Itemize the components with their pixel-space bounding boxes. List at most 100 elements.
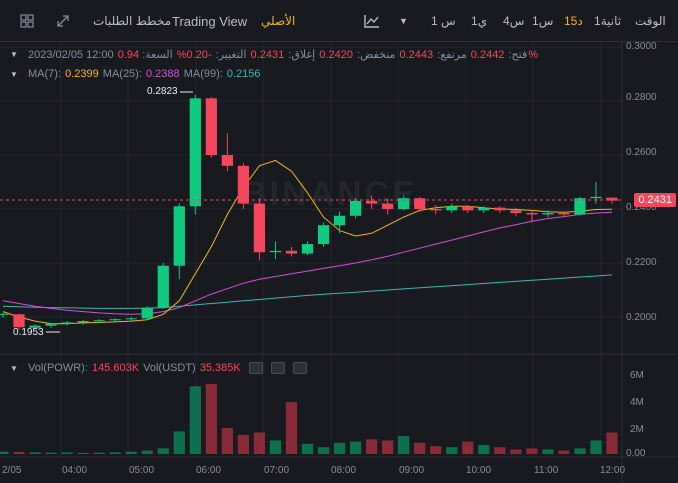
ohlc-legend: 2023/02/05 12:00 فتح: 0.2442 مرتفع: 0.24… — [28, 48, 539, 61]
volume-bar — [301, 443, 314, 454]
ma-legend: MA(7): 0.2399 MA(25): 0.2388 MA(99): 0.2… — [28, 68, 262, 80]
volume-settings-button[interactable] — [270, 362, 285, 375]
interval-1d[interactable]: 1ي — [471, 14, 488, 28]
candle-up — [109, 319, 121, 321]
time-tick: 08:00 — [331, 465, 357, 476]
candle-down — [221, 155, 233, 166]
volume-bar — [414, 442, 426, 454]
volume-bar — [478, 444, 490, 454]
interval-4h[interactable]: 4س — [503, 14, 525, 28]
candle-up — [173, 206, 185, 266]
chart-type-dropdown-icon[interactable]: ▼ — [399, 16, 408, 26]
legend-high: 0.2443 — [399, 49, 434, 61]
ma7-value: 0.2399 — [65, 68, 99, 80]
volume-bar — [382, 440, 394, 454]
volume-bar — [526, 448, 538, 454]
candle-down — [430, 209, 442, 211]
candle-down — [237, 165, 250, 204]
time-tick: 05:00 — [129, 465, 155, 476]
volume-bar — [13, 451, 25, 454]
ma99-line — [2, 274, 613, 309]
interval-15m[interactable]: 15د — [564, 14, 583, 28]
ma7-label: MA(7): — [28, 68, 61, 80]
interval-1h[interactable]: 1س — [532, 14, 554, 28]
interval-1-s[interactable]: 1 س — [431, 14, 456, 28]
volume-bar — [93, 452, 105, 454]
legend-open-label: فتح: — [508, 49, 528, 61]
volume-bar — [237, 434, 250, 454]
volume-bar — [125, 451, 137, 454]
price-tick: 0.2000 — [626, 312, 657, 323]
original-tab[interactable]: الأصلي — [261, 14, 296, 28]
legend-close-label: إغلاق: — [288, 49, 316, 61]
volume-bar — [173, 431, 185, 454]
time-label[interactable]: الوقت — [635, 14, 666, 28]
candle-down — [13, 314, 25, 328]
interval-1s[interactable]: 1ثانية — [594, 14, 622, 28]
ma-legend-collapse-icon[interactable]: ▼ — [10, 70, 18, 79]
volume-legend-collapse-icon[interactable]: ▼ — [10, 364, 18, 373]
volume-bar — [510, 449, 522, 454]
fullscreen-icon[interactable] — [56, 0, 70, 42]
volume-close-button[interactable] — [292, 362, 307, 375]
time-tick: 11:00 — [534, 465, 559, 476]
price-tick: 0.2400 — [626, 202, 657, 213]
candle-up — [349, 200, 362, 216]
legend-open: 0.2442 — [470, 49, 505, 61]
volume-visibility-button[interactable] — [248, 362, 263, 375]
candle-up — [93, 320, 105, 322]
vol-usdt-label: Vol(USDT) — [143, 362, 196, 374]
time-tick: 07:00 — [264, 465, 290, 476]
ma99-label: MA(99): — [183, 68, 223, 80]
candle-down — [606, 197, 618, 201]
volume-bar — [77, 452, 89, 454]
volume-bar — [189, 386, 201, 454]
legend-amplitude-label: السعة: — [142, 49, 173, 61]
volume-bar — [0, 451, 9, 454]
candle-up — [398, 198, 410, 209]
volume-bar — [462, 441, 474, 454]
candlestick-chart[interactable]: BINANCE — [0, 42, 678, 483]
candle-up — [29, 325, 41, 328]
time-tick: 10:00 — [466, 465, 492, 476]
tradingview-tab[interactable]: Trading View — [172, 13, 248, 29]
volume-bar — [430, 446, 442, 454]
chart-toolbar: مخطط الطلبات Trading View الأصلي ▼ 1 س 1… — [0, 0, 678, 42]
candle-up — [0, 313, 9, 315]
vol-powr-value: 145.603K — [91, 362, 140, 374]
legend-change-label: التغيير: — [215, 49, 247, 61]
chart-type-icon[interactable] — [364, 0, 380, 42]
low-price-label: 0.1953 — [13, 327, 44, 338]
ma99-value: 0.2156 — [226, 68, 261, 80]
candle-down — [253, 203, 266, 253]
legend-change: -0.20% — [176, 49, 212, 61]
price-tick: 0.2600 — [626, 147, 657, 158]
ma7-line — [2, 159, 613, 325]
volume-bar — [61, 452, 73, 454]
candle-up — [269, 250, 282, 253]
volume-bar — [285, 402, 298, 454]
volume-bar — [29, 452, 41, 454]
candle-up — [45, 323, 57, 326]
indicators-grid-icon[interactable] — [20, 0, 34, 42]
candle-up — [125, 318, 137, 320]
candle-down — [494, 207, 506, 211]
candle-up — [317, 225, 330, 245]
high-price-label: 0.2823 — [147, 86, 178, 97]
volume-bar — [349, 441, 362, 454]
candle-up — [189, 98, 201, 207]
price-tick: 0.2200 — [626, 257, 657, 268]
time-tick: 2/05 — [2, 465, 22, 476]
candle-up — [301, 244, 314, 254]
legend-collapse-icon[interactable]: ▼ — [10, 50, 18, 59]
legend-close: 0.2431 — [250, 49, 285, 61]
depth-chart-tab[interactable]: مخطط الطلبات — [93, 14, 172, 28]
volume-bar — [157, 448, 169, 454]
volume-bar — [574, 448, 586, 454]
ma25-line — [2, 211, 613, 315]
time-tick: 09:00 — [399, 465, 425, 476]
volume-bar — [333, 442, 346, 454]
volume-bar — [269, 440, 282, 454]
candle-up — [333, 215, 346, 226]
candle-up — [157, 265, 169, 308]
